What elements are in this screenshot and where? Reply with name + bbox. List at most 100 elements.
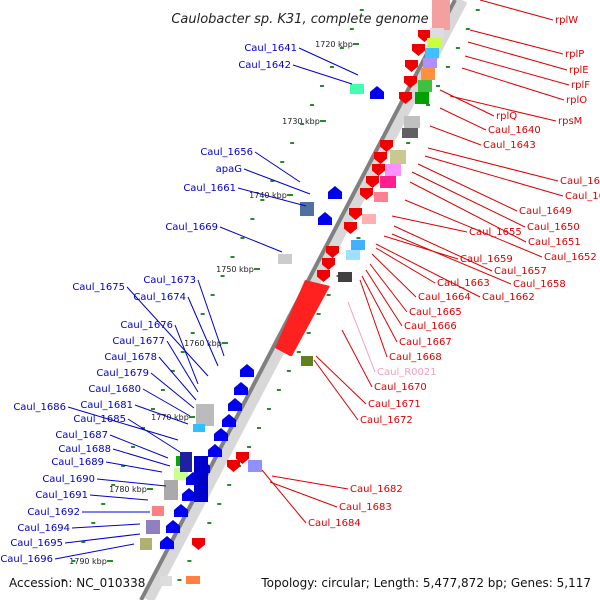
gene-box-dark bbox=[194, 456, 208, 502]
gene-label-right: Caul_1671 bbox=[368, 399, 421, 410]
gene-box bbox=[146, 520, 160, 534]
gene-label-left: Caul_1692 bbox=[27, 507, 80, 518]
leader-line-left bbox=[54, 543, 135, 560]
leader-line-right bbox=[409, 181, 527, 243]
gene-arrow-forward bbox=[317, 270, 330, 282]
leader-line-right bbox=[439, 89, 495, 117]
gene-label-right: Caul_1663 bbox=[437, 278, 490, 289]
leader-line-right bbox=[411, 171, 526, 228]
leader-line-right bbox=[271, 475, 349, 490]
scale-tick-label: 1760 kbp bbox=[184, 339, 222, 348]
gene-arrow-reverse bbox=[240, 364, 254, 377]
gene-arrow-forward bbox=[380, 140, 393, 152]
gene-box bbox=[421, 68, 435, 80]
gene-box bbox=[196, 404, 214, 426]
gene-box bbox=[186, 576, 200, 584]
gene-label-right: Caul_1652 bbox=[544, 252, 597, 263]
gene-label-right: Caul_1659 bbox=[460, 254, 513, 265]
leader-line-right bbox=[461, 67, 565, 101]
leader-line-right bbox=[361, 275, 398, 343]
gene-label-left: Caul_1681 bbox=[80, 400, 133, 411]
gene-arrow-forward bbox=[374, 152, 387, 164]
gene-arrow-reverse bbox=[222, 414, 236, 427]
gene-arrow-forward bbox=[405, 60, 418, 72]
gene-box bbox=[380, 176, 396, 188]
gene-arrow-forward bbox=[349, 208, 362, 220]
gene-features bbox=[140, 0, 450, 586]
gene-arrow-forward bbox=[326, 246, 339, 258]
leader-line-right bbox=[269, 481, 338, 508]
scale-tick-label: 1780 kbp bbox=[109, 485, 147, 494]
gene-arrow-reverse bbox=[234, 382, 248, 395]
leader-line-left bbox=[158, 356, 197, 401]
leader-line-left bbox=[150, 372, 195, 409]
genome-summary: Topology: circular; Length: 5,477,872 bp… bbox=[260, 576, 591, 590]
gene-label-right: Caul_1672 bbox=[360, 415, 413, 426]
gene-label-left: Caul_1686 bbox=[13, 402, 66, 413]
gene-label-left: Caul_1676 bbox=[120, 320, 173, 331]
gene-box-dark bbox=[180, 452, 192, 472]
gene-label-left: Caul_1677 bbox=[112, 336, 165, 347]
gene-label-right: Caul_1684 bbox=[308, 518, 361, 529]
gene-label-left: Caul_1689 bbox=[51, 457, 104, 468]
gene-label-right: Caul_1670 bbox=[374, 382, 427, 393]
gene-arrow-reverse bbox=[328, 186, 342, 199]
gene-label-left: Caul_1642 bbox=[238, 60, 291, 71]
gene-label-right: rplW bbox=[555, 15, 578, 26]
leader-line-left bbox=[126, 286, 209, 377]
gene-label-right: Caul_R0021 bbox=[377, 367, 437, 378]
gene-label-left: apaG bbox=[216, 164, 242, 175]
scale-tick-label: 1730 kbp bbox=[282, 117, 320, 126]
leader-line-left bbox=[64, 533, 141, 544]
leader-line-right bbox=[427, 147, 559, 182]
leader-line-right bbox=[479, 0, 554, 21]
gene-label-right: Caul_1649 bbox=[519, 206, 572, 217]
gene-arrow-reverse bbox=[166, 520, 180, 533]
gene-label-right: Caul_1647 bbox=[565, 191, 600, 202]
leader-line-left bbox=[71, 523, 141, 529]
gene-label-right: rplQ bbox=[496, 111, 517, 122]
gene-box bbox=[351, 240, 365, 250]
gene-label-right: Caul_1682 bbox=[350, 484, 403, 495]
leader-line-right bbox=[391, 215, 468, 233]
leader-line-left bbox=[127, 418, 181, 453]
leader-line-left bbox=[96, 478, 167, 487]
gene-label-right: Caul_1657 bbox=[494, 266, 547, 277]
gene-label-right: Caul_1664 bbox=[418, 292, 471, 303]
scale-tick-label: 1790 kbp bbox=[69, 557, 107, 566]
leader-line-right bbox=[261, 469, 307, 524]
leader-line-left bbox=[292, 64, 353, 85]
gene-box bbox=[300, 202, 314, 216]
gene-arrow-forward bbox=[366, 176, 379, 188]
gene-label-right: Caul_1683 bbox=[339, 502, 392, 513]
gene-label-left: Caul_1673 bbox=[143, 275, 196, 286]
gene-box bbox=[423, 58, 437, 68]
gene-arrow-forward bbox=[372, 164, 385, 176]
gene-box bbox=[160, 576, 172, 586]
gene-label-left: Caul_1641 bbox=[244, 43, 297, 54]
gene-large-forward bbox=[275, 280, 330, 356]
gene-label-left: Caul_1679 bbox=[96, 368, 149, 379]
gene-arrow-forward bbox=[360, 188, 373, 200]
gene-label-right: Caul_1666 bbox=[404, 321, 457, 332]
gene-box bbox=[301, 356, 313, 366]
gene-arrow-reverse bbox=[208, 444, 222, 457]
gene-label-left: Caul_1694 bbox=[17, 523, 70, 534]
gene-arrow-reverse bbox=[318, 212, 332, 225]
leader-line-left bbox=[197, 279, 225, 357]
gene-label-right: Caul_1655 bbox=[469, 227, 522, 238]
leader-line-right bbox=[404, 199, 543, 258]
gene-arrow-forward bbox=[192, 538, 205, 550]
leader-line-right bbox=[464, 55, 570, 86]
leader-line-right bbox=[369, 263, 408, 313]
gene-box bbox=[374, 192, 388, 202]
gene-box bbox=[430, 28, 444, 38]
leader-line-right bbox=[439, 107, 487, 131]
leader-line-left bbox=[105, 461, 163, 473]
leader-line-right bbox=[375, 243, 481, 298]
gene-label-left: Caul_1685 bbox=[73, 414, 126, 425]
leader-line-right bbox=[347, 301, 376, 373]
leader-line-left bbox=[243, 168, 311, 195]
gene-label-right: Caul_1650 bbox=[527, 222, 580, 233]
gene-box bbox=[350, 84, 364, 94]
